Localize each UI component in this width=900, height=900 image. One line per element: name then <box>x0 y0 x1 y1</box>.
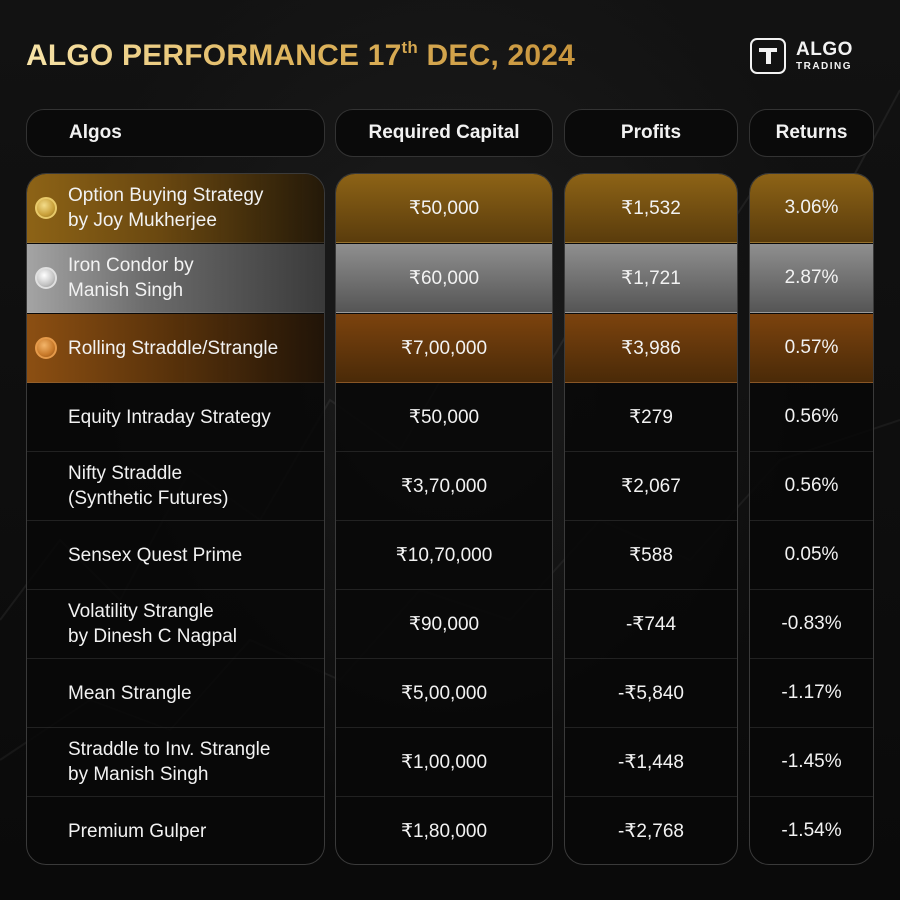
algos-column: Option Buying Strategy by Joy Mukherjee I… <box>26 173 325 865</box>
header-profits: Profits <box>564 109 738 157</box>
profits-column: ₹1,532 ₹1,721 ₹3,986 ₹279 ₹2,067 ₹588 -₹… <box>564 173 738 865</box>
algo-name: Equity Intraday Strategy <box>68 406 271 428</box>
silver-medal-icon <box>35 267 57 289</box>
table-row: Premium Gulper <box>27 797 324 864</box>
table-row: Sensex Quest Prime <box>27 521 324 590</box>
profit-cell: ₹588 <box>565 521 737 590</box>
table-row: Nifty Straddle (Synthetic Futures) <box>27 452 324 521</box>
algo-name-line-2: by Joy Mukherjee <box>68 210 217 231</box>
header-returns: Returns <box>749 109 874 157</box>
profit-cell: -₹744 <box>565 590 737 659</box>
table-row: Option Buying Strategy by Joy Mukherjee <box>27 174 324 243</box>
bronze-medal-icon <box>35 337 57 359</box>
returns-cell: -1.45% <box>750 728 873 797</box>
t-logo-icon <box>750 38 786 74</box>
returns-cell: 0.56% <box>750 452 873 521</box>
returns-column: 3.06% 2.87% 0.57% 0.56% 0.56% 0.05% -0.8… <box>749 173 874 865</box>
profit-cell: ₹1,532 <box>565 174 737 243</box>
algo-name-line-1: Option Buying Strategy <box>68 185 264 206</box>
returns-cell: 0.56% <box>750 383 873 452</box>
table-row: Rolling Straddle/Strangle <box>27 314 324 383</box>
table-row: Equity Intraday Strategy <box>27 383 324 452</box>
profit-cell: -₹5,840 <box>565 659 737 728</box>
returns-cell: 0.57% <box>750 314 873 383</box>
algo-name: Premium Gulper <box>68 820 207 842</box>
algo-name-line-2: by Manish Singh <box>68 764 209 785</box>
logo-line-1: ALGO <box>796 39 853 60</box>
header-algos: Algos <box>26 109 325 157</box>
capital-cell: ₹90,000 <box>336 590 552 659</box>
brand-logo: ALGO TRADING <box>750 38 853 74</box>
capital-cell: ₹7,00,000 <box>336 314 552 383</box>
table-row: Volatility Strangle by Dinesh C Nagpal <box>27 590 324 659</box>
algo-name: Mean Strangle <box>68 682 192 704</box>
algo-name-line-2: Manish Singh <box>68 280 184 301</box>
logo-line-2: TRADING <box>796 61 853 72</box>
returns-cell: -1.17% <box>750 659 873 728</box>
algo-name-line-1: Nifty Straddle <box>68 463 183 484</box>
algo-name-line-1: Iron Condor by <box>68 255 194 276</box>
capital-cell: ₹50,000 <box>336 383 552 452</box>
returns-cell: 0.05% <box>750 521 873 590</box>
returns-cell: -1.54% <box>781 820 842 841</box>
table-row: Mean Strangle <box>27 659 324 728</box>
profit-cell: ₹2,067 <box>565 452 737 521</box>
page-title: ALGO PERFORMANCE 17th DEC, 2024 <box>26 38 576 72</box>
capital-cell: ₹5,00,000 <box>336 659 552 728</box>
profit-cell: -₹2,768 <box>618 820 684 842</box>
table-row: Iron Condor by Manish Singh <box>27 244 324 313</box>
algo-name: Sensex Quest Prime <box>68 544 243 566</box>
profit-cell: ₹1,721 <box>565 244 737 313</box>
algo-name-line-1: Straddle to Inv. Strangle <box>68 739 271 760</box>
capital-cell: ₹3,70,000 <box>336 452 552 521</box>
profit-cell: -₹1,448 <box>565 728 737 797</box>
capital-cell: ₹1,00,000 <box>336 728 552 797</box>
returns-cell: 3.06% <box>750 174 873 243</box>
algo-name-line-1: Volatility Strangle <box>68 601 214 622</box>
header-required-capital: Required Capital <box>335 109 553 157</box>
gold-medal-icon <box>35 197 57 219</box>
returns-cell: 2.87% <box>750 244 873 313</box>
capital-cell: ₹10,70,000 <box>336 521 552 590</box>
capital-column: ₹50,000 ₹60,000 ₹7,00,000 ₹50,000 ₹3,70,… <box>335 173 553 865</box>
algo-name: Rolling Straddle/Strangle <box>68 337 279 359</box>
algo-name-line-2: by Dinesh C Nagpal <box>68 626 237 647</box>
algo-name-line-2: (Synthetic Futures) <box>68 488 229 509</box>
capital-cell: ₹1,80,000 <box>400 820 488 842</box>
table-row: Straddle to Inv. Strangle by Manish Singh <box>27 728 324 797</box>
capital-cell: ₹60,000 <box>336 244 552 313</box>
profit-cell: ₹3,986 <box>565 314 737 383</box>
profit-cell: ₹279 <box>565 383 737 452</box>
capital-cell: ₹50,000 <box>336 174 552 243</box>
returns-cell: -0.83% <box>750 590 873 659</box>
